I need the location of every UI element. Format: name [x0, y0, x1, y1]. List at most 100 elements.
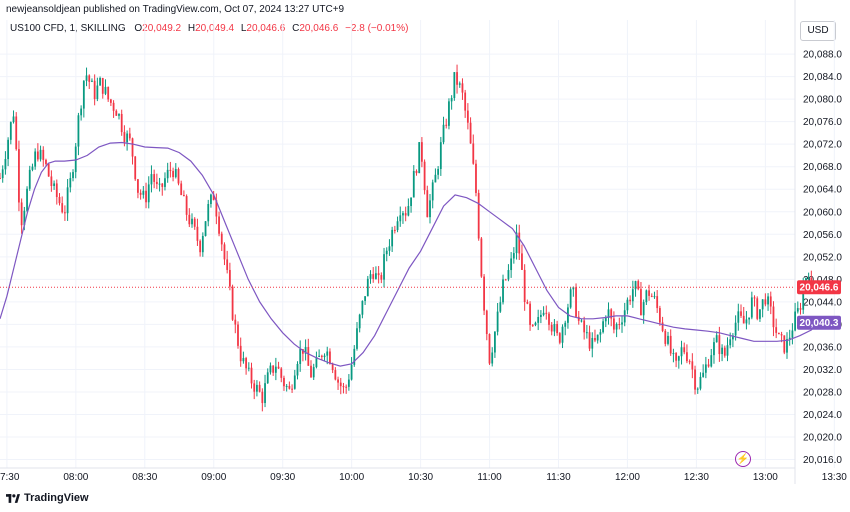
candle-body — [109, 99, 112, 103]
y-tick-label: 20,060.0 — [803, 207, 842, 218]
last-price-label: 20,046.6 — [800, 283, 839, 294]
candle-body — [356, 328, 358, 349]
candle-body — [496, 311, 499, 332]
candle-body — [594, 338, 596, 341]
symbol-label[interactable]: US100 CFD, 1, SKILLING — [10, 23, 126, 34]
candle-body — [629, 299, 632, 302]
candle-body — [575, 287, 577, 317]
candle-body — [26, 188, 28, 211]
candle-body — [537, 316, 540, 323]
candle-body — [93, 80, 96, 100]
candle-body — [66, 187, 69, 214]
candle-body — [23, 210, 26, 226]
candle-body — [342, 386, 345, 388]
moving-average-line — [0, 141, 819, 367]
candle-body — [621, 322, 623, 325]
x-tick-label: 11:00 — [477, 472, 502, 483]
high-value: 20,049.4 — [195, 23, 235, 34]
candle-body — [677, 356, 680, 361]
candle-body — [550, 324, 553, 332]
candle-body — [155, 181, 158, 185]
candle-body — [77, 115, 80, 147]
y-tick-label: 20,080.0 — [803, 95, 842, 106]
candle-body — [499, 302, 502, 312]
candle-body — [694, 369, 696, 390]
candle-body — [291, 388, 293, 390]
close-key: C — [292, 23, 300, 34]
candle-body — [372, 274, 375, 279]
candle-body — [1, 169, 4, 179]
candle-body — [561, 326, 564, 343]
candle-body — [737, 311, 740, 323]
candle-body — [707, 364, 710, 367]
candle-body — [377, 273, 380, 276]
candle-body — [126, 133, 129, 143]
candle-body — [807, 277, 810, 279]
candle-body — [426, 190, 429, 218]
candle-body — [250, 367, 253, 384]
candle-body — [210, 194, 212, 205]
candle-body — [404, 213, 407, 216]
candle-body — [285, 385, 288, 387]
candle-body — [304, 347, 307, 354]
candle-body — [261, 391, 264, 404]
candle-body — [756, 298, 759, 319]
candle-body — [802, 285, 805, 310]
candle-body — [142, 190, 145, 195]
candle-body — [539, 314, 542, 317]
candle-body — [675, 353, 678, 361]
candle-body — [767, 296, 769, 305]
candle-body — [42, 149, 45, 160]
candle-body — [480, 238, 483, 277]
candle-body — [742, 315, 745, 324]
candle-body — [434, 174, 437, 183]
candle-body — [375, 273, 377, 279]
y-tick-label: 20,088.0 — [803, 50, 842, 61]
candle-body — [794, 311, 797, 331]
candle-body — [572, 287, 575, 290]
candle-body — [591, 338, 594, 349]
candle-body — [274, 366, 277, 373]
candle-body — [72, 172, 74, 179]
y-tick-label: 20,016.0 — [803, 455, 842, 466]
candle-body — [626, 299, 629, 311]
candle-body — [604, 317, 607, 322]
candle-body — [588, 332, 591, 349]
candle-body — [650, 295, 653, 297]
lightning-icon[interactable]: ⚡ — [735, 451, 751, 467]
candle-body — [120, 113, 123, 133]
candle-body — [55, 183, 58, 198]
candle-body — [312, 367, 315, 378]
low-key: L — [240, 23, 247, 34]
candle-body — [786, 338, 788, 353]
candle-body — [713, 342, 715, 356]
candle-body — [218, 216, 220, 234]
change-value: −2.8 (−0.01%) — [345, 23, 409, 34]
candle-body — [512, 253, 515, 259]
candle-body — [0, 177, 1, 179]
candle-body — [583, 320, 586, 333]
candle-body — [602, 321, 604, 333]
candle-body — [82, 80, 85, 109]
candle-body — [177, 169, 180, 184]
candle-body — [4, 159, 7, 170]
candle-body — [667, 335, 669, 344]
y-tick-label: 20,028.0 — [803, 387, 842, 398]
candle-body — [723, 347, 726, 356]
tradingview-logo[interactable]: TradingView — [6, 492, 89, 504]
candle-body — [258, 384, 261, 392]
candle-body — [239, 345, 242, 362]
candle-body — [47, 163, 50, 177]
candle-body — [174, 169, 177, 178]
open-key: O — [134, 23, 143, 34]
candle-body — [615, 324, 618, 330]
candle-body — [491, 352, 494, 364]
candle-body — [680, 347, 683, 357]
candle-body — [734, 322, 737, 336]
x-tick-label: 09:30 — [270, 472, 295, 483]
candle-body — [764, 299, 767, 305]
currency-button[interactable]: USD — [800, 21, 836, 41]
candle-body — [215, 200, 218, 217]
candle-body — [464, 92, 467, 111]
